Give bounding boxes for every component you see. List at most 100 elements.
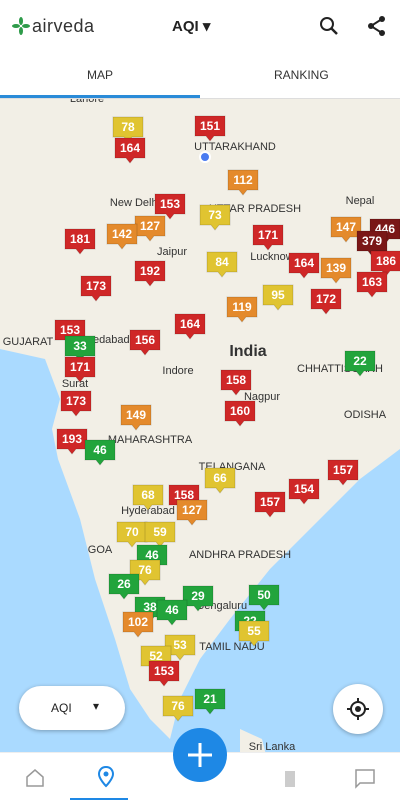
aqi-marker[interactable]: 149 — [120, 404, 152, 431]
place-label: GUJARAT — [3, 336, 54, 348]
marker-value: 171 — [70, 360, 90, 374]
nav-map[interactable] — [95, 765, 117, 789]
aqi-marker[interactable]: 21 — [194, 688, 226, 715]
aqi-marker[interactable]: 192 — [134, 260, 166, 287]
aqi-marker[interactable]: 46 — [156, 599, 188, 626]
marker-value: 153 — [154, 664, 174, 678]
aqi-marker[interactable]: 181 — [64, 228, 96, 255]
aqi-marker[interactable]: 73 — [199, 204, 231, 231]
nav-home[interactable] — [24, 767, 46, 789]
aqi-marker[interactable]: 84 — [206, 251, 238, 278]
aqi-marker[interactable]: 142 — [106, 223, 138, 250]
marker-bubble — [122, 611, 154, 638]
aqi-marker[interactable]: 154 — [288, 478, 320, 505]
aqi-marker[interactable]: 171 — [64, 356, 96, 383]
aqi-marker[interactable]: 29 — [182, 585, 214, 612]
marker-value: 68 — [141, 488, 155, 502]
aqi-marker[interactable]: 158 — [220, 369, 252, 396]
aqi-marker[interactable]: 164 — [174, 313, 206, 340]
marker-value: 55 — [247, 624, 261, 638]
aqi-marker[interactable]: 76 — [162, 695, 194, 722]
aqi-marker[interactable]: 153 — [148, 660, 180, 687]
aqi-marker[interactable]: 22 — [344, 350, 376, 377]
nav-devices[interactable] — [280, 767, 302, 789]
aqi-marker[interactable]: 46 — [84, 439, 116, 466]
marker-bubble — [108, 573, 140, 600]
aqi-marker[interactable]: 50 — [248, 584, 280, 611]
marker-value: 52 — [149, 649, 163, 663]
marker-bubble — [162, 695, 194, 722]
aqi-marker[interactable]: 68 — [132, 484, 164, 511]
marker-value: 379 — [362, 234, 382, 248]
add-button[interactable] — [173, 728, 227, 782]
marker-value: 158 — [226, 373, 246, 387]
marker-bubble — [224, 400, 256, 427]
marker-bubble — [238, 620, 270, 647]
marker-value: 38 — [143, 600, 157, 614]
marker-bubble — [106, 223, 138, 250]
aqi-marker[interactable]: 147 — [330, 216, 362, 243]
metric-selector[interactable]: AQI ▾ — [172, 18, 211, 35]
marker-value: 21 — [203, 692, 217, 706]
aqi-marker[interactable]: 172 — [310, 288, 342, 315]
place-label: India — [229, 343, 266, 360]
aqi-marker[interactable]: 156 — [129, 329, 161, 356]
aqi-marker[interactable]: 186 — [370, 250, 400, 277]
share-button[interactable] — [366, 15, 388, 37]
nav-chat[interactable] — [354, 767, 376, 789]
aqi-marker[interactable]: 163 — [356, 271, 388, 298]
search-button[interactable] — [318, 15, 340, 37]
metric-dropdown[interactable]: AQI ▾ — [19, 686, 125, 730]
aqi-marker[interactable]: 53 — [164, 634, 196, 661]
aqi-marker[interactable]: 95 — [262, 284, 294, 311]
aqi-marker[interactable]: 59 — [144, 521, 176, 548]
marker-value: 164 — [294, 256, 314, 270]
aqi-marker[interactable]: 26 — [108, 573, 140, 600]
marker-value: 172 — [316, 292, 336, 306]
marker-bubble — [288, 478, 320, 505]
aqi-marker[interactable]: 160 — [224, 400, 256, 427]
aqi-marker[interactable]: 173 — [80, 275, 112, 302]
aqi-marker[interactable]: 151 — [194, 115, 226, 142]
aqi-marker[interactable]: 102 — [122, 611, 154, 638]
place-label: UTTAR PRADESH — [209, 203, 301, 215]
marker-bubble — [206, 251, 238, 278]
aqi-marker[interactable]: 193 — [56, 428, 88, 455]
marker-value: 46 — [93, 443, 107, 457]
marker-value: 158 — [174, 488, 194, 502]
aqi-marker[interactable]: 112 — [227, 169, 259, 196]
aqi-marker[interactable]: 379 — [356, 230, 388, 257]
aqi-marker[interactable]: 70 — [116, 521, 148, 548]
aqi-marker[interactable]: 164 — [114, 137, 146, 164]
marker-bubble — [156, 599, 188, 626]
place-label: Lucknow — [250, 251, 293, 263]
tab-ranking[interactable]: RANKING — [274, 68, 329, 82]
marker-bubble — [220, 369, 252, 396]
aqi-marker[interactable]: 119 — [226, 296, 258, 323]
marker-value: 153 — [60, 323, 80, 337]
aqi-marker[interactable]: 153 — [154, 193, 186, 220]
marker-bubble — [227, 169, 259, 196]
map[interactable]: Lahore UTTARAKHAND Nepal New Delhi UTTAR PRA… — [0, 99, 400, 752]
aqi-marker[interactable]: 173 — [60, 390, 92, 417]
aqi-marker[interactable]: 139 — [320, 257, 352, 284]
marker-value: 181 — [70, 232, 90, 246]
marker-value: 29 — [191, 589, 205, 603]
aqi-marker[interactable]: 157 — [327, 459, 359, 486]
place-label: Lahore — [70, 99, 104, 105]
marker-value: 102 — [128, 615, 148, 629]
tab-map[interactable]: MAP — [87, 68, 114, 82]
aqi-marker[interactable]: 171 — [252, 224, 284, 251]
aqi-marker[interactable]: 55 — [238, 620, 270, 647]
aqi-marker[interactable]: 127 — [176, 499, 208, 526]
aqi-marker[interactable]: 66 — [204, 467, 236, 494]
locate-button[interactable] — [333, 684, 383, 734]
marker-value: 157 — [260, 495, 280, 509]
aqi-marker[interactable]: 127 — [134, 215, 166, 242]
marker-value: 66 — [213, 471, 227, 485]
place-label: Jaipur — [157, 246, 187, 258]
aqi-marker[interactable]: 157 — [254, 491, 286, 518]
aqi-marker[interactable]: 164 — [288, 252, 320, 279]
marker-bubble — [120, 404, 152, 431]
marker-value: 26 — [117, 577, 131, 591]
